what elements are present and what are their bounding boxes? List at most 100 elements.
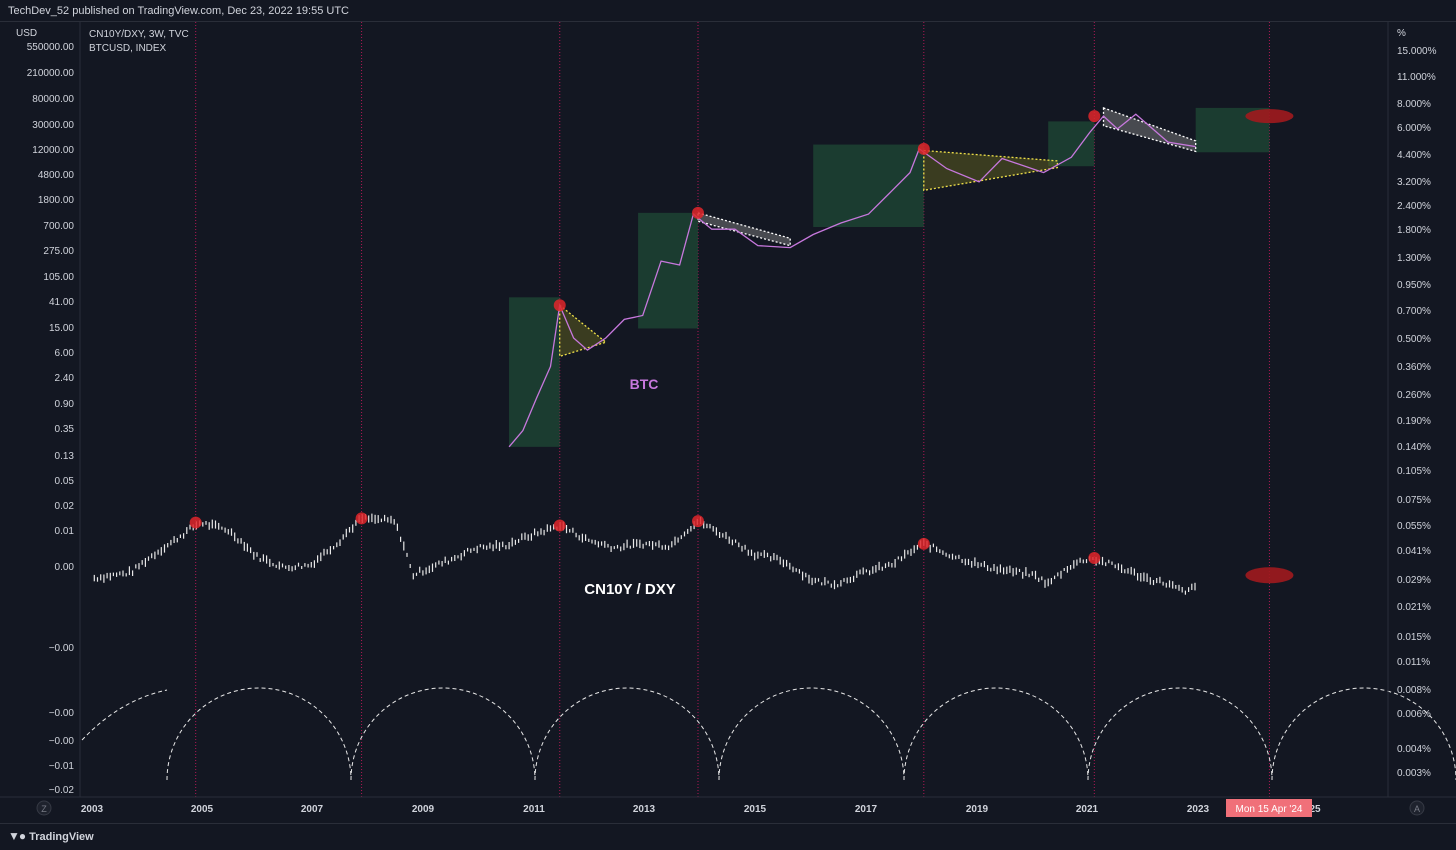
cycle-arc	[350, 687, 536, 781]
right-tick-label: 0.041%	[1397, 546, 1431, 557]
cn10y-peak-marker	[189, 516, 202, 529]
btc-series-line	[508, 113, 1196, 448]
zoom-button-label: Z	[41, 804, 47, 814]
left-tick-label: 0.35	[55, 424, 75, 435]
right-tick-label: 0.021%	[1397, 602, 1431, 613]
time-tick-label: 2019	[966, 804, 989, 815]
right-tick-label: 0.003%	[1397, 768, 1431, 779]
tradingview-logo-icon: ▼●	[8, 829, 26, 843]
plot-area[interactable]	[80, 22, 1388, 797]
crosshair-date-badge	[1226, 799, 1312, 817]
time-tick-label: 25	[1309, 804, 1321, 815]
cn10y-annotation: CN10Y / DXY	[584, 581, 675, 598]
right-tick-label: 0.015%	[1397, 632, 1431, 643]
time-axis-ticks[interactable]: 2003 2005 2007 2009 2011 2013 2015 2017 2019 2021…	[81, 804, 1321, 815]
time-tick-label: 2007	[301, 804, 324, 815]
symmetrical-triangle	[559, 303, 608, 358]
left-tick-label: 80000.00	[32, 94, 74, 105]
green-box	[509, 297, 560, 447]
cn10y-peak-marker	[917, 537, 930, 550]
time-tick-label: 2009	[412, 804, 435, 815]
left-axis-unit: USD	[16, 28, 37, 39]
tradingview-logo[interactable]: ▼● TradingView	[8, 824, 94, 850]
right-tick-label: 0.008%	[1397, 685, 1431, 696]
right-tick-label: 0.700%	[1397, 306, 1431, 317]
auto-scale-button-label: A	[1414, 804, 1420, 814]
cn10y-peak-marker	[355, 512, 368, 525]
zoom-button[interactable]	[36, 800, 52, 816]
time-tick-label: 2017	[855, 804, 878, 815]
btc-annotation: BTC	[630, 376, 659, 392]
cn10y-peak-marker	[691, 515, 704, 528]
left-tick-label: 0.05	[55, 476, 75, 487]
left-tick-label: 550000.00	[27, 42, 75, 53]
left-axis-ticks[interactable]: 550000.00 210000.00 80000.00 30000.00 12000.…	[27, 42, 75, 796]
right-tick-label: 0.105%	[1397, 466, 1431, 477]
btc-projection-marker	[1245, 109, 1294, 124]
right-tick-label: 0.029%	[1397, 575, 1431, 586]
cn10y-projection-marker	[1245, 567, 1294, 584]
time-tick-label: 2013	[633, 804, 656, 815]
right-tick-label: 8.000%	[1397, 99, 1431, 110]
cycle-arc	[718, 687, 905, 781]
green-boxes	[509, 107, 1270, 447]
left-tick-label: 41.00	[49, 297, 74, 308]
right-tick-label: 2.400%	[1397, 201, 1431, 212]
left-tick-label: −0.00	[49, 643, 75, 654]
right-tick-label: 0.004%	[1397, 744, 1431, 755]
right-tick-label: 0.950%	[1397, 280, 1431, 291]
left-tick-label: 1800.00	[38, 195, 75, 206]
left-tick-label: 30000.00	[32, 120, 74, 131]
left-tick-label: 2.40	[55, 373, 75, 384]
time-tick-label: 2005	[191, 804, 214, 815]
cycle-arcs	[81, 687, 1456, 781]
right-tick-label: 0.011%	[1397, 657, 1430, 668]
time-tick-label: 2021	[1076, 804, 1099, 815]
crosshair-date-label: Mon 15 Apr '24	[1236, 804, 1303, 815]
cycle-arc	[1271, 687, 1456, 781]
legend-line-2[interactable]: BTCUSD, INDEX	[89, 43, 167, 54]
time-tick-label: 2023	[1187, 804, 1210, 815]
btc-peak-marker	[917, 142, 930, 155]
right-tick-label: 0.190%	[1397, 416, 1431, 427]
brand-name: TradingView	[29, 831, 94, 843]
legend-line-1[interactable]: CN10Y/DXY, 3W, TVC	[89, 29, 189, 40]
right-tick-label: 11.000%	[1397, 72, 1436, 83]
auto-scale-button[interactable]	[1409, 800, 1425, 816]
left-tick-label: 0.00	[55, 562, 75, 573]
cycle-arc	[166, 687, 352, 781]
right-tick-label: 0.006%	[1397, 709, 1431, 720]
cn10y-peak-marker	[1088, 552, 1101, 565]
left-tick-label: 0.02	[55, 501, 75, 512]
left-tick-label: −0.02	[49, 785, 75, 796]
right-tick-label: 3.200%	[1397, 177, 1431, 188]
cycle-arc	[81, 689, 168, 741]
descending-channel-2	[1102, 106, 1197, 153]
cycle-arc	[1087, 687, 1273, 781]
left-tick-label: 12000.00	[32, 145, 74, 156]
footer-bar: ▼● TradingView	[0, 823, 1456, 848]
left-tick-label: 210000.00	[27, 68, 75, 79]
time-tick-label: 2015	[744, 804, 767, 815]
left-tick-label: 105.00	[43, 272, 74, 283]
left-tick-label: 0.01	[55, 526, 75, 537]
right-tick-label: 0.500%	[1397, 334, 1431, 345]
left-tick-label: 6.00	[55, 348, 75, 359]
right-axis-unit: %	[1397, 28, 1406, 39]
publish-info: TechDev_52 published on TradingView.com,…	[8, 5, 350, 17]
time-tick-label: 2003	[81, 804, 104, 815]
left-tick-label: 4800.00	[38, 170, 75, 181]
cn10y-peak-marker	[553, 519, 566, 532]
right-tick-label: 0.075%	[1397, 495, 1431, 506]
right-tick-label: 0.140%	[1397, 442, 1431, 453]
cycle-arc	[534, 687, 720, 781]
left-tick-label: 15.00	[49, 323, 74, 334]
cycle-arc	[903, 687, 1089, 781]
right-tick-label: 0.360%	[1397, 362, 1431, 373]
right-axis-ticks[interactable]: 15.000% 11.000% 8.000% 6.000% 4.400% 3.200% 2.…	[1397, 46, 1437, 779]
chart-canvas[interactable]: USD % CN10Y/DXY, 3W, TVC BTCUSD, INDEX 5…	[0, 22, 1456, 822]
right-tick-label: 1.300%	[1397, 253, 1431, 264]
right-tick-label: 0.260%	[1397, 390, 1431, 401]
right-tick-label: 15.000%	[1397, 46, 1437, 57]
